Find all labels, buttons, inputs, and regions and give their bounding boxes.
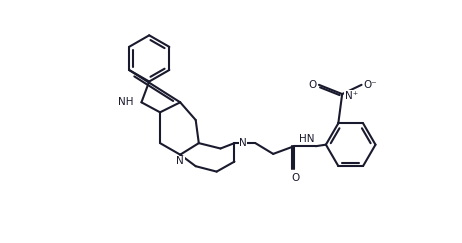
Text: N: N [239, 138, 247, 148]
Text: N: N [176, 156, 184, 166]
Text: HN: HN [299, 134, 314, 144]
Text: N⁺: N⁺ [345, 91, 358, 101]
Text: NH: NH [118, 97, 134, 107]
Text: O⁻: O⁻ [364, 80, 377, 90]
Text: O: O [308, 80, 316, 90]
Text: O: O [292, 173, 300, 183]
